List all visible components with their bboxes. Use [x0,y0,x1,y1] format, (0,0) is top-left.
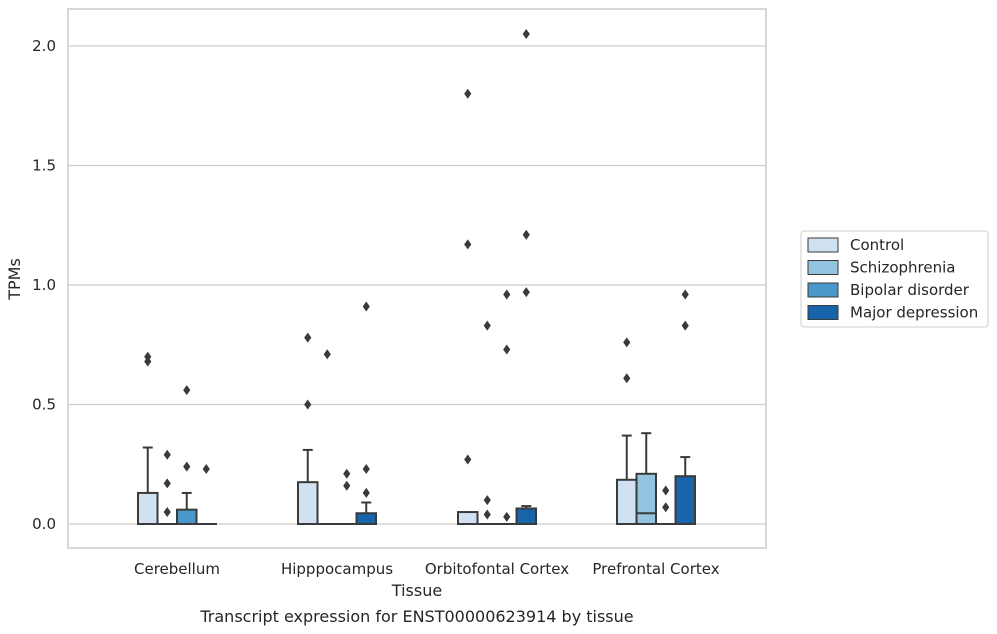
outlier-point [522,229,530,240]
plot-area-frame [67,8,767,549]
x-tick-label: Orbitofontal Cortex [425,560,569,578]
legend-label: Schizophrenia [850,259,955,277]
box-control [297,332,319,525]
y-tick-label: 2.0 [32,37,56,55]
outlier-point [483,320,491,331]
outlier-point [323,349,331,360]
outlier-point [304,399,312,410]
outlier-point [522,287,530,298]
box-major-depression [195,464,217,526]
legend-label: Control [850,236,904,254]
outlier-point [623,373,631,384]
box-major-depression [355,301,377,525]
x-axis-label: Tissue [391,581,442,600]
box-control [137,351,159,525]
box-body [297,481,319,525]
box-body [457,511,479,525]
box-body [515,507,537,525]
box-major-depression [515,29,537,525]
legend-swatch [807,282,839,298]
outlier-point [681,289,689,300]
outlier-point [183,461,191,472]
legend-label: Bipolar disorder [850,281,970,299]
outlier-point [202,464,210,475]
legend: Control Schizophrenia Bipolar disorder Majo… [800,230,989,328]
legend-swatch [807,305,839,320]
outlier-point [623,337,631,348]
box-major-depression [674,289,696,526]
box-body [616,478,638,526]
legend-frame [800,230,989,328]
box-schizophrenia [635,432,657,525]
box-body [176,508,198,526]
box-bipolar-disorder [655,485,677,526]
outlier-point [183,385,191,396]
outlier-point [343,480,351,491]
chart-caption: Transcript expression for ENST0000062391… [199,607,633,626]
boxes [137,29,696,526]
box-bipolar-disorder [496,289,518,526]
outlier-point [681,320,689,331]
outlier-point [163,478,171,489]
outlier-point [503,511,511,522]
legend-swatch [807,260,839,275]
box-schizophrenia [316,349,338,526]
outlier-point [362,487,370,498]
y-tick-labels: 0.0 0.5 1.0 1.5 2.0 [32,37,56,533]
y-axis-label: TPMs [5,258,24,301]
outlier-point [464,454,472,465]
outlier-point [362,464,370,475]
x-tick-label: Cerebellum [134,560,220,578]
y-tick-label: 1.5 [32,157,56,175]
legend-label: Major depression [850,304,978,322]
outlier-point [304,332,312,343]
outlier-point [503,289,511,300]
gridlines [68,45,766,525]
box-control [457,88,479,525]
outlier-point [522,29,530,40]
box-bipolar-disorder [336,468,358,526]
outlier-point [144,351,152,362]
x-tick-label: Hipppocampus [281,560,393,578]
box-control [616,337,638,526]
outlier-point [483,495,491,506]
legend-swatch [807,237,839,253]
box-body [674,475,696,526]
outlier-point [362,301,370,312]
y-tick-label: 1.0 [32,276,56,294]
outlier-point [163,507,171,518]
y-tick-label: 0.0 [32,515,56,533]
box-bipolar-disorder [176,385,198,526]
outlier-point [483,509,491,520]
y-tick-label: 0.5 [32,396,56,414]
box-body [137,491,159,525]
outlier-point [503,344,511,355]
outlier-point [464,88,472,99]
x-tick-label: Prefrontal Cortex [592,560,719,578]
outlier-point [464,239,472,250]
outlier-point [343,468,351,479]
x-tick-labels: Cerebellum Hipppocampus Orbitofontal Corte… [134,560,720,578]
outlier-point [163,449,171,460]
box-body [355,512,377,525]
outlier-point [662,485,670,496]
box-body [635,472,657,525]
box-schizophrenia [156,449,178,526]
outlier-point [662,502,670,513]
box-schizophrenia [476,320,498,526]
